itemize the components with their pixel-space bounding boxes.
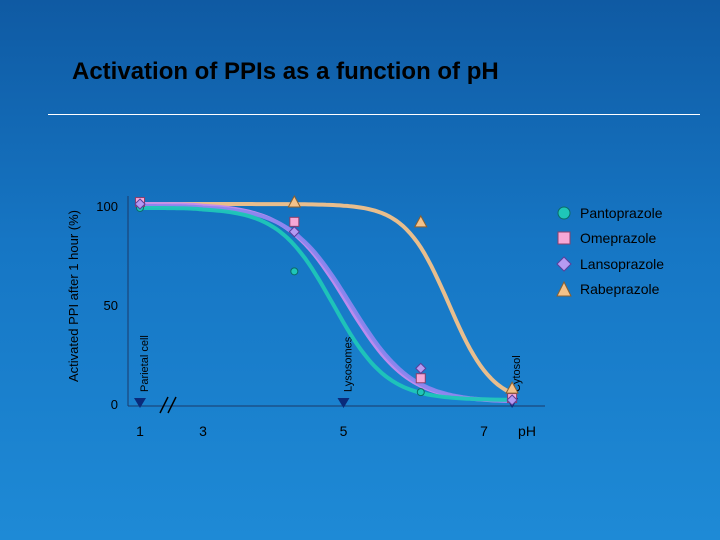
data-point-lansoprazole (506, 394, 518, 406)
compartment-marker (337, 398, 350, 408)
series-line-lansoprazole (138, 204, 515, 403)
x-tick-label: 1 (136, 423, 144, 439)
legend-label: Lansoprazole (580, 255, 665, 272)
x-tick-label: 7 (480, 423, 488, 439)
y-tick-label: 0 (111, 397, 118, 412)
data-point-rabeprazole (287, 194, 302, 208)
axis-break-mark (167, 396, 177, 414)
legend-item-omeprazole: Omeprazole (556, 226, 664, 252)
legend-item-lansoprazole: Lansoprazole (556, 251, 664, 277)
axis-break-mark (159, 396, 169, 414)
circle-marker-icon (557, 206, 571, 220)
x-tick-label: 3 (199, 423, 207, 439)
title-divider (48, 114, 700, 115)
y-tick-label: 100 (96, 199, 118, 214)
series-line-omeprazole (138, 202, 515, 404)
data-point-rabeprazole (413, 214, 428, 228)
data-point-lansoprazole (415, 362, 427, 375)
data-point-pantoprazole (416, 388, 425, 397)
square-marker-icon (557, 231, 571, 245)
data-point-omeprazole (289, 216, 300, 227)
page-title: Activation of PPIs as a function of pH (72, 58, 499, 85)
legend-item-pantoprazole: Pantoprazole (556, 200, 664, 226)
legend-item-rabeprazole: Rabeprazole (556, 277, 664, 303)
legend: Pantoprazole Omeprazole Lansoprazole Rab… (556, 200, 664, 302)
triangle-marker-icon (556, 281, 572, 297)
data-point-lansoprazole (134, 198, 146, 210)
x-tick-label: 5 (340, 423, 348, 439)
compartment-label: Lysosomes (343, 336, 355, 392)
legend-label: Omeprazole (580, 230, 657, 247)
series-line-pantoprazole (138, 206, 515, 402)
compartment-label: Cytosol (511, 355, 523, 392)
x-axis-label: pH (518, 423, 536, 439)
series-line-rabeprazole (138, 202, 515, 396)
legend-label: Pantoprazole (580, 204, 663, 221)
diamond-marker-icon (556, 256, 572, 272)
data-point-rabeprazole (505, 381, 519, 394)
data-point-omeprazole (415, 373, 426, 384)
data-point-pantoprazole (290, 267, 299, 276)
data-point-lansoprazole (288, 226, 301, 238)
compartment-label: Parietal cell (139, 335, 151, 392)
y-tick-label: 50 (104, 298, 118, 313)
compartment-marker (134, 398, 146, 408)
legend-label: Rabeprazole (580, 281, 660, 298)
